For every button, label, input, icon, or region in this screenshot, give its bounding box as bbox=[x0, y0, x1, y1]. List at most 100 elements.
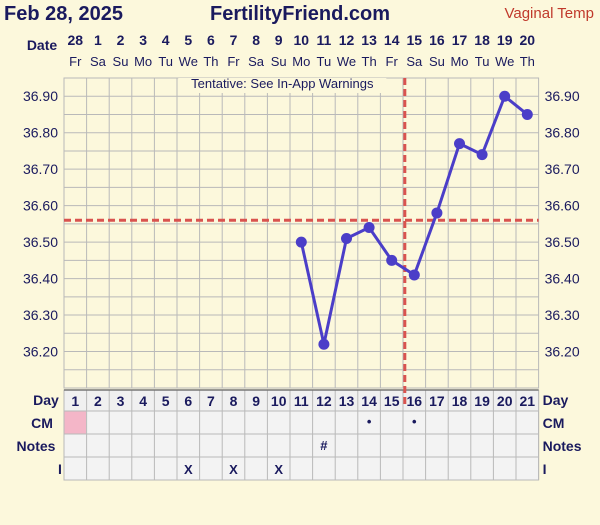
day-number: 20 bbox=[497, 393, 513, 409]
day-number: 15 bbox=[384, 393, 400, 409]
temperature-point bbox=[386, 254, 398, 266]
weekday-label: Tu bbox=[158, 54, 173, 69]
i-row-label-right: I bbox=[543, 461, 547, 477]
date-label: 10 bbox=[294, 32, 310, 48]
date-label: 8 bbox=[252, 32, 260, 48]
y-tick-label-right: 36.70 bbox=[545, 161, 580, 177]
weekday-label: We bbox=[179, 54, 198, 69]
y-tick-label-right: 36.40 bbox=[545, 271, 580, 287]
date-label: 12 bbox=[339, 32, 355, 48]
i-mark: X bbox=[184, 462, 193, 477]
temp-grid-area bbox=[63, 77, 540, 389]
i-mark: X bbox=[274, 462, 283, 477]
date-row-label: Date bbox=[27, 37, 58, 53]
marks-layer: Tentative: See In-App Warnings bbox=[64, 76, 539, 406]
day-number: 21 bbox=[520, 393, 536, 409]
y-tick-label-right: 36.60 bbox=[545, 198, 580, 214]
weekday-label: Su bbox=[113, 54, 129, 69]
notes-row-label-right: Notes bbox=[543, 438, 582, 454]
weekday-label: Fr bbox=[227, 54, 240, 69]
y-tick-label-left: 36.60 bbox=[23, 198, 58, 214]
y-tick-label-right: 36.90 bbox=[545, 88, 580, 104]
weekday-label: We bbox=[337, 54, 356, 69]
date-label: 15 bbox=[407, 32, 423, 48]
date-label: 7 bbox=[230, 32, 238, 48]
notes-mark: # bbox=[320, 438, 328, 453]
weekday-label: Mo bbox=[134, 54, 152, 69]
date-label: 2 bbox=[117, 32, 125, 48]
temperature-point bbox=[363, 222, 375, 234]
temperature-point bbox=[499, 90, 511, 102]
y-tick-label-left: 36.70 bbox=[23, 161, 58, 177]
temperature-point bbox=[295, 236, 307, 248]
weekday-label: Tu bbox=[317, 54, 332, 69]
day-number: 6 bbox=[184, 393, 192, 409]
date-label: 14 bbox=[384, 32, 400, 48]
temperature-point bbox=[341, 232, 352, 244]
day-row-label-right: Day bbox=[543, 392, 569, 408]
tentative-warning: Tentative: See In-App Warnings bbox=[191, 76, 374, 91]
chart-date: Feb 28, 2025 bbox=[4, 3, 123, 25]
date-label: 18 bbox=[474, 32, 490, 48]
day-number: 7 bbox=[207, 393, 215, 409]
cm-mark: • bbox=[367, 414, 372, 429]
chart-header: Feb 28, 2025 FertilityFriend.com Vaginal… bbox=[4, 3, 594, 25]
weekday-label: Sa bbox=[406, 54, 423, 69]
day-number: 19 bbox=[474, 393, 490, 409]
date-label: 17 bbox=[452, 32, 468, 48]
y-tick-label-left: 36.50 bbox=[23, 234, 58, 250]
day-number: 12 bbox=[316, 393, 332, 409]
cm-row-label-right: CM bbox=[543, 415, 565, 431]
date-label: 5 bbox=[184, 32, 192, 48]
notes-row-label-left: Notes bbox=[17, 438, 56, 454]
weekday-label: Sa bbox=[248, 54, 265, 69]
date-label: 11 bbox=[316, 32, 331, 48]
y-tick-label-left: 36.40 bbox=[23, 271, 58, 287]
day-number: 2 bbox=[94, 393, 102, 409]
day-number: 16 bbox=[407, 393, 423, 409]
day-number: 14 bbox=[361, 393, 377, 409]
weekday-label: We bbox=[495, 54, 514, 69]
y-tick-label-right: 36.30 bbox=[545, 307, 580, 323]
weekday-label: Th bbox=[203, 54, 218, 69]
cm-row-label-left: CM bbox=[31, 415, 53, 431]
date-label: 19 bbox=[497, 32, 513, 48]
tentative-warning-bg bbox=[178, 78, 387, 93]
weekday-label: Mo bbox=[292, 54, 310, 69]
y-tick-label-right: 36.50 bbox=[545, 234, 580, 250]
site-name: FertilityFriend.com bbox=[210, 3, 390, 25]
weekday-label: Tu bbox=[475, 54, 490, 69]
day-number: 18 bbox=[452, 393, 468, 409]
weekday-label: Su bbox=[271, 54, 287, 69]
y-tick-label-left: 36.80 bbox=[23, 125, 58, 141]
day-number: 5 bbox=[162, 393, 170, 409]
day-number: 10 bbox=[271, 393, 287, 409]
temperature-point bbox=[521, 108, 533, 120]
cm-mark: • bbox=[412, 414, 417, 429]
date-label: 3 bbox=[139, 32, 147, 48]
day-number: 8 bbox=[230, 393, 238, 409]
i-row-label-left: I bbox=[58, 461, 62, 477]
day-row-label-left: Day bbox=[33, 392, 59, 408]
temperature-point bbox=[318, 338, 330, 350]
period-cell bbox=[64, 411, 87, 434]
weekday-label: Th bbox=[362, 54, 377, 69]
day-number: 1 bbox=[71, 393, 79, 409]
day-number: 9 bbox=[252, 393, 260, 409]
temperature-point bbox=[408, 269, 420, 281]
weekday-label: Fr bbox=[69, 54, 82, 69]
date-label: 6 bbox=[207, 32, 215, 48]
y-tick-label-left: 36.20 bbox=[23, 344, 58, 360]
y-tick-label-right: 36.20 bbox=[545, 344, 580, 360]
day-row-bg bbox=[64, 390, 539, 411]
date-label: 4 bbox=[162, 32, 170, 48]
day-number: 11 bbox=[294, 393, 309, 409]
day-number: 3 bbox=[117, 393, 125, 409]
y-tick-label-left: 36.90 bbox=[23, 88, 58, 104]
temperature-point bbox=[454, 138, 465, 150]
i-mark: X bbox=[229, 462, 238, 477]
weekday-label: Mo bbox=[450, 54, 468, 69]
date-label: 13 bbox=[361, 32, 377, 48]
